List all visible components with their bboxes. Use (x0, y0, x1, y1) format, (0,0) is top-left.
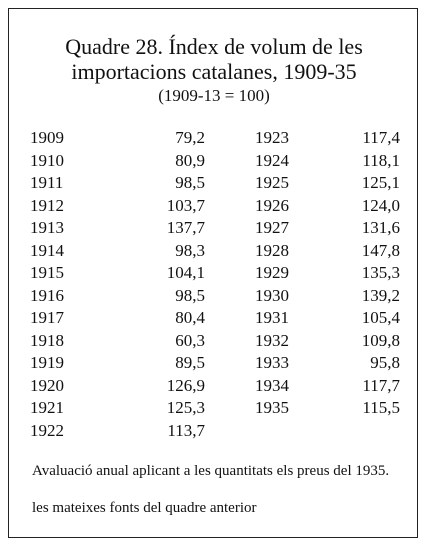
year: 1913 (30, 218, 64, 237)
note: les mateixes fonts del quadre anterior (32, 500, 257, 516)
year: 1914 (30, 240, 64, 260)
year: 1916 (30, 285, 64, 305)
year: 1934 (255, 375, 289, 395)
year: 1925 (255, 173, 289, 192)
index-value: 135,3 (361, 263, 400, 282)
year: 1910 (30, 150, 64, 170)
year: 1928 (255, 240, 289, 260)
year: 1919 (30, 353, 64, 372)
note: Avaluació anual aplicant a les quantitat… (32, 463, 390, 479)
index-value: 98,3 (175, 240, 205, 260)
year: 1926 (255, 195, 289, 215)
year: 1923 (255, 128, 289, 147)
year: 1933 (255, 353, 289, 372)
index-value: 104,1 (166, 263, 205, 282)
year: 1911 (30, 173, 64, 192)
year: 1935 (255, 398, 289, 417)
index-value: 117,7 (362, 375, 400, 395)
year: 1918 (30, 330, 64, 350)
year: 1932 (255, 330, 289, 350)
year: 1920 (30, 375, 64, 395)
index-value: 125,3 (166, 398, 205, 417)
index-value: 79,2 (175, 128, 205, 147)
year: 1930 (255, 285, 289, 305)
index-value: 113,7 (167, 420, 205, 440)
index-value: 115,5 (362, 398, 400, 417)
index-value: 131,6 (361, 218, 400, 237)
year: 1931 (255, 308, 289, 327)
index-value: 118,1 (362, 150, 400, 170)
index-value: 98,5 (175, 173, 205, 192)
frame (8, 8, 418, 538)
year: 1922 (30, 420, 64, 440)
index-value: 105,4 (361, 308, 400, 327)
subtitle: (1909-13 = 100) (158, 86, 270, 105)
index-value: 80,4 (175, 308, 205, 327)
index-value: 147,8 (361, 240, 400, 260)
year: 1915 (30, 263, 64, 282)
index-value: 125,1 (361, 173, 400, 192)
index-value: 60,3 (175, 330, 205, 350)
title-line: importacions catalanes, 1909-35 (71, 59, 357, 84)
index-value: 98,5 (175, 285, 205, 305)
index-value: 103,7 (166, 195, 205, 215)
index-value: 126,9 (166, 375, 205, 395)
index-value: 137,7 (166, 218, 205, 237)
index-value: 95,8 (370, 353, 400, 372)
index-value: 89,5 (175, 353, 205, 372)
title-line: Quadre 28. Índex de volum de les (65, 34, 363, 59)
index-value: 139,2 (361, 285, 400, 305)
index-value: 117,4 (362, 128, 400, 147)
year: 1929 (255, 263, 289, 282)
year: 1917 (30, 308, 64, 327)
index-value: 124,0 (361, 195, 400, 215)
year: 1921 (30, 398, 64, 417)
year: 1927 (255, 218, 289, 237)
index-value: 109,8 (361, 330, 400, 350)
index-value: 80,9 (175, 150, 205, 170)
year: 1909 (30, 128, 64, 147)
year: 1924 (255, 150, 289, 170)
year: 1912 (30, 195, 64, 215)
